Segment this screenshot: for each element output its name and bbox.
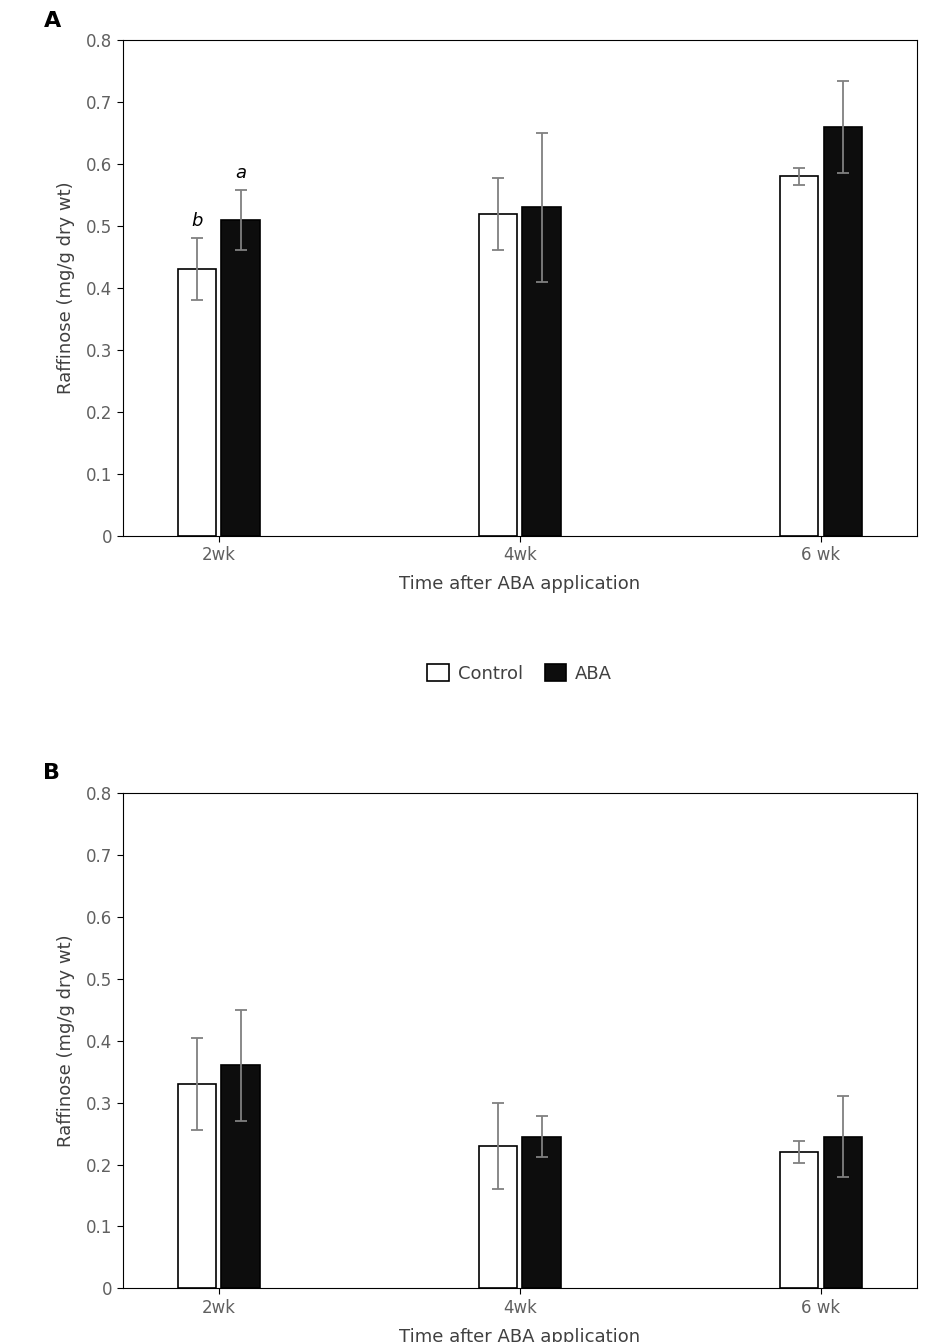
Bar bbox=[177, 270, 215, 535]
Bar bbox=[479, 1146, 516, 1288]
Bar bbox=[779, 1153, 818, 1288]
Y-axis label: Raffinose (mg/g dry wt): Raffinose (mg/g dry wt) bbox=[57, 934, 75, 1147]
Y-axis label: Raffinose (mg/g dry wt): Raffinose (mg/g dry wt) bbox=[57, 181, 75, 395]
Bar bbox=[221, 1066, 260, 1288]
Bar bbox=[479, 213, 516, 535]
Bar bbox=[177, 1084, 215, 1288]
Bar bbox=[823, 1137, 861, 1288]
Bar bbox=[522, 1137, 560, 1288]
Bar bbox=[823, 127, 861, 535]
X-axis label: Time after ABA application: Time after ABA application bbox=[398, 576, 640, 593]
Bar bbox=[779, 176, 818, 535]
Text: a: a bbox=[235, 164, 245, 183]
Text: B: B bbox=[43, 764, 60, 784]
Bar bbox=[221, 220, 260, 535]
X-axis label: Time after ABA application: Time after ABA application bbox=[398, 1327, 640, 1342]
Text: A: A bbox=[43, 11, 60, 31]
Text: b: b bbox=[191, 212, 202, 231]
Bar bbox=[522, 208, 560, 535]
Legend: Control, ABA: Control, ABA bbox=[419, 658, 619, 690]
